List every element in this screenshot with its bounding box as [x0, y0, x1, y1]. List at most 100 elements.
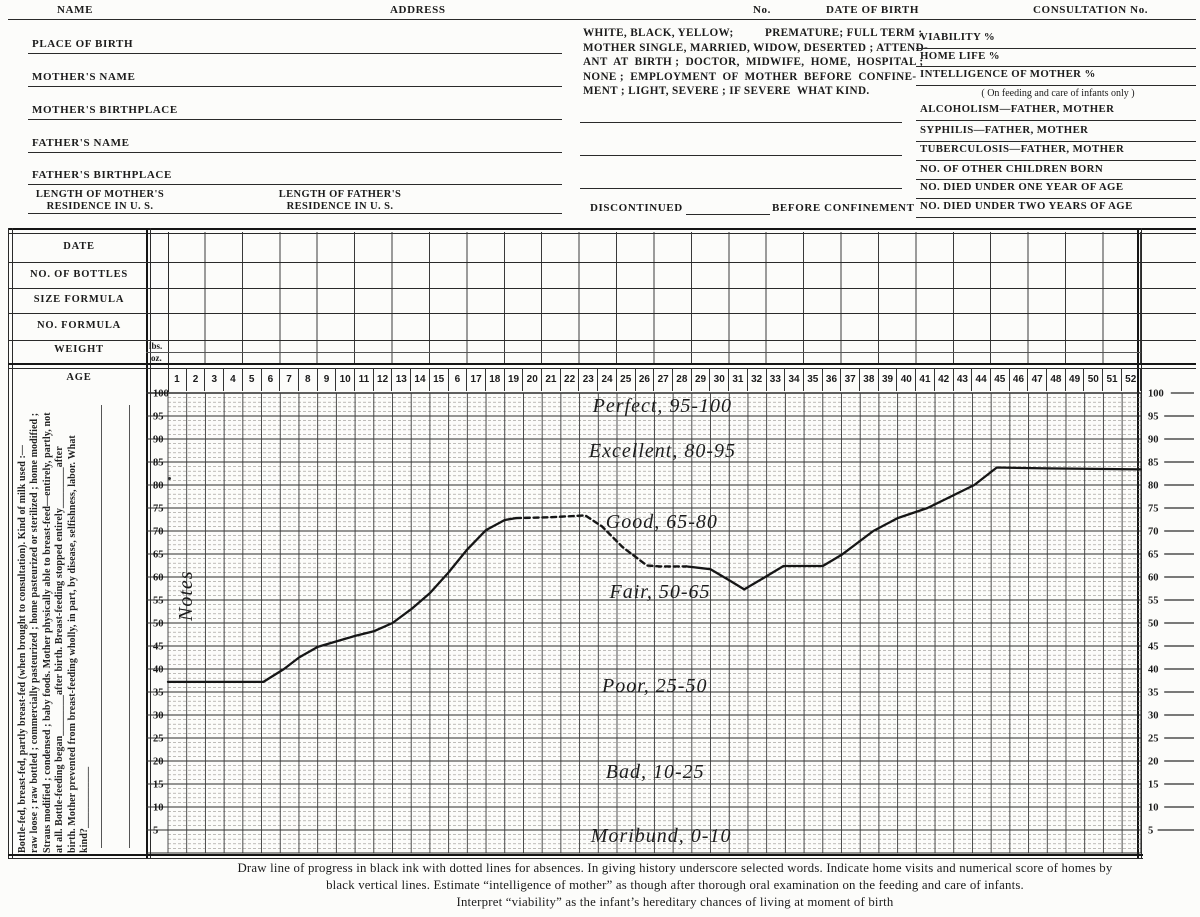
table-row-rule-3: [8, 313, 1196, 314]
age-week-cell-18: 18: [486, 368, 505, 391]
age-week-cell-13: 13: [392, 368, 412, 391]
age-week-cell-16: 6: [449, 368, 468, 391]
chart-bottom-border-1: [8, 854, 1143, 856]
middle-blank-line-2: [580, 155, 902, 156]
left-axis-tick-50: 50: [153, 619, 164, 630]
progress-chart: 1009590858075706560555045403530252015105…: [146, 389, 1194, 854]
age-week-cell-50: 50: [1084, 368, 1104, 391]
footer-instructions-line-1: Draw line of progress in black ink with …: [237, 861, 1113, 875]
right-field-label-0: VIABILITY %: [920, 31, 996, 43]
name-field-label: NAME: [57, 4, 94, 16]
chart-left-border-1: [146, 228, 148, 858]
left-axis-tick-55: 55: [153, 596, 164, 607]
discontinued-blank: [686, 214, 770, 215]
right-axis-tick-60: 60: [1148, 573, 1159, 584]
left-axis-tick-80: 80: [153, 481, 164, 492]
age-week-cell-37: 37: [841, 368, 861, 391]
right-axis-tick-65: 65: [1148, 550, 1159, 561]
age-week-cell-19: 19: [505, 368, 524, 391]
right-field-rule-1: [916, 66, 1196, 67]
right-field-label-9: NO. DIED UNDER TWO YEARS OF AGE: [920, 200, 1133, 212]
age-week-cell-21: 21: [542, 368, 561, 391]
right-axis-tick-95: 95: [1148, 412, 1159, 423]
right-axis-tick-90: 90: [1148, 435, 1159, 446]
zone-label-1: Excellent, 80-95: [588, 440, 736, 462]
notes-rule-line-2: [129, 405, 130, 848]
consultation-no-field-label: CONSULTATION No.: [1033, 4, 1149, 16]
left-axis-tick-100: 100: [153, 389, 169, 400]
right-axis-tick-25: 25: [1148, 734, 1159, 745]
age-week-cell-8: 8: [299, 368, 318, 391]
age-row-separator-1: [8, 363, 1196, 365]
right-field-label-1: HOME LIFE %: [920, 50, 1000, 62]
right-field-rule-6: [916, 160, 1196, 161]
left-axis-tick-95: 95: [153, 412, 164, 423]
date-of-birth-field-label: DATE OF BIRTH: [826, 4, 919, 16]
table-row-label-date: DATE: [63, 241, 95, 252]
zone-label-5: Bad, 10-25: [606, 761, 705, 783]
right-field-label-8: NO. DIED UNDER ONE YEAR OF AGE: [920, 181, 1124, 193]
age-week-cell-32: 32: [748, 368, 767, 391]
age-week-cell-22: 22: [561, 368, 580, 391]
discontinued-label: DISCONTINUED: [590, 202, 683, 214]
age-week-cell-11: 11: [355, 368, 374, 391]
left-axis-tick-10: 10: [153, 803, 164, 814]
progress-curve-segment-0: [166, 516, 518, 684]
chart-right-border-1: [1137, 228, 1139, 858]
right-axis-tick-35: 35: [1148, 688, 1159, 699]
age-week-cell-9: 9: [318, 368, 337, 391]
right-axis-tick-45: 45: [1148, 642, 1159, 653]
notes-script-label: Notes: [175, 570, 197, 622]
right-axis-tick-20: 20: [1148, 757, 1159, 768]
left-axis-tick-30: 30: [153, 711, 164, 722]
left-field-label-4: FATHER'S BIRTHPLACE: [32, 169, 172, 181]
age-week-cell-5: 5: [243, 368, 262, 391]
right-field-rule-9: [916, 217, 1196, 218]
mother-residence-label-line2: RESIDENCE IN U. S.: [46, 201, 154, 212]
age-week-cell-47: 47: [1028, 368, 1048, 391]
father-residence-label-line1: LENGTH OF FATHER'S: [278, 189, 402, 200]
zone-label-4: Poor, 25-50: [601, 675, 707, 697]
right-axis-tick-85: 85: [1148, 458, 1159, 469]
left-axis-tick-85: 85: [153, 458, 164, 469]
chart-bottom-border-2: [8, 858, 1143, 859]
age-week-cell-40: 40: [897, 368, 917, 391]
age-week-cell-2: 2: [187, 368, 206, 391]
outer-left-border-1: [8, 228, 9, 858]
table-row-label-size-formula: SIZE FORMULA: [33, 294, 125, 305]
right-field-label-7: NO. OF OTHER CHILDREN BORN: [920, 163, 1104, 175]
left-axis-tick-5: 5: [153, 826, 158, 837]
weight-lbs-unit-label: lbs.: [149, 341, 163, 351]
age-week-cell-34: 34: [785, 368, 804, 391]
age-week-cell-46: 46: [1010, 368, 1029, 391]
footer-instructions-line-2: black vertical lines. Estimate “intellig…: [326, 878, 1024, 892]
section-separator-top: [8, 228, 1196, 230]
age-week-cell-41: 41: [916, 368, 935, 391]
age-week-cell-33: 33: [767, 368, 786, 391]
right-axis-tick-10: 10: [1148, 803, 1159, 814]
right-field-label-4: ALCOHOLISM—FATHER, MOTHER: [920, 103, 1115, 115]
age-week-cell-51: 51: [1103, 368, 1122, 391]
table-row-rule-2: [8, 288, 1196, 289]
left-field-rule-4: [28, 184, 562, 185]
left-axis-tick-60: 60: [153, 573, 164, 584]
age-week-cell-24: 24: [598, 368, 617, 391]
right-axis-tick-80: 80: [1148, 481, 1159, 492]
age-week-cell-25: 25: [617, 368, 636, 391]
age-week-cell-36: 36: [823, 368, 842, 391]
right-axis-tick-55: 55: [1148, 596, 1159, 607]
left-axis-tick-25: 25: [153, 734, 164, 745]
age-week-cell-12: 12: [374, 368, 393, 391]
table-row-label-no-formula: NO. FORMULA: [36, 320, 122, 331]
age-week-cell-28: 28: [673, 368, 692, 391]
right-field-rule-4: [916, 120, 1196, 121]
top-row-rule: [8, 19, 1196, 21]
father-residence-label-line2: RESIDENCE IN U. S.: [286, 201, 394, 212]
right-axis-tick-40: 40: [1148, 665, 1159, 676]
age-row-separator-2: [8, 367, 1196, 369]
age-week-cell-43: 43: [954, 368, 973, 391]
left-field-rule-3: [28, 152, 562, 153]
right-field-label-2: INTELLIGENCE OF MOTHER %: [920, 68, 1096, 80]
weight-oz-unit-label: oz.: [151, 353, 162, 363]
zone-label-6: Moribund, 0-10: [590, 825, 732, 847]
